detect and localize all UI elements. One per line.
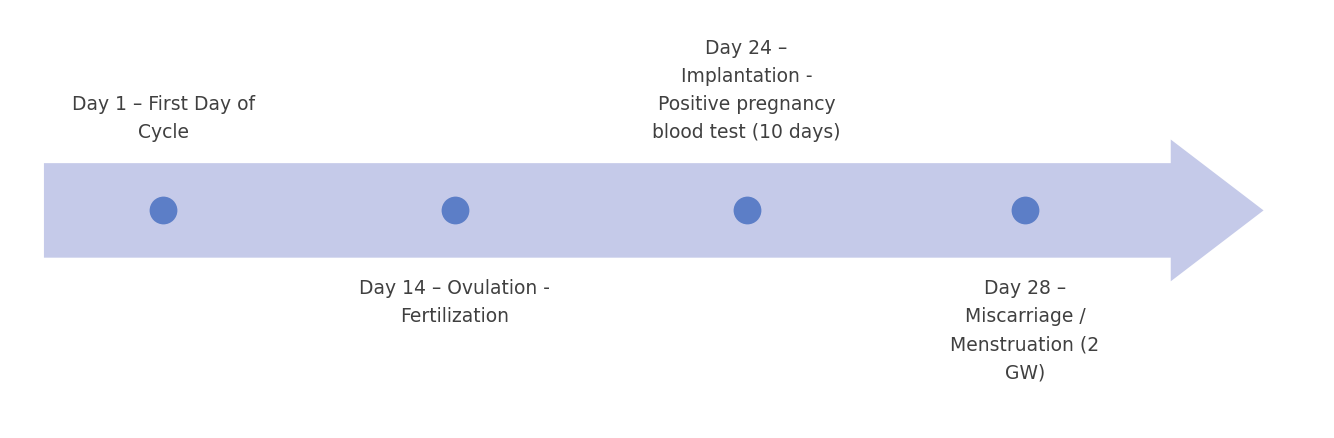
Point xyxy=(736,207,758,214)
Point xyxy=(152,207,173,214)
Text: Day 1 – First Day of
Cycle: Day 1 – First Day of Cycle xyxy=(72,95,255,141)
Point xyxy=(1014,207,1035,214)
Text: Day 14 – Ovulation -
Fertilization: Day 14 – Ovulation - Fertilization xyxy=(359,279,551,326)
Text: Day 28 –
Miscarriage /
Menstruation (2
GW): Day 28 – Miscarriage / Menstruation (2 G… xyxy=(950,279,1099,382)
Text: Day 24 –
Implantation -
Positive pregnancy
blood test (10 days): Day 24 – Implantation - Positive pregnan… xyxy=(652,39,840,141)
Point xyxy=(444,207,466,214)
Polygon shape xyxy=(44,140,1263,281)
